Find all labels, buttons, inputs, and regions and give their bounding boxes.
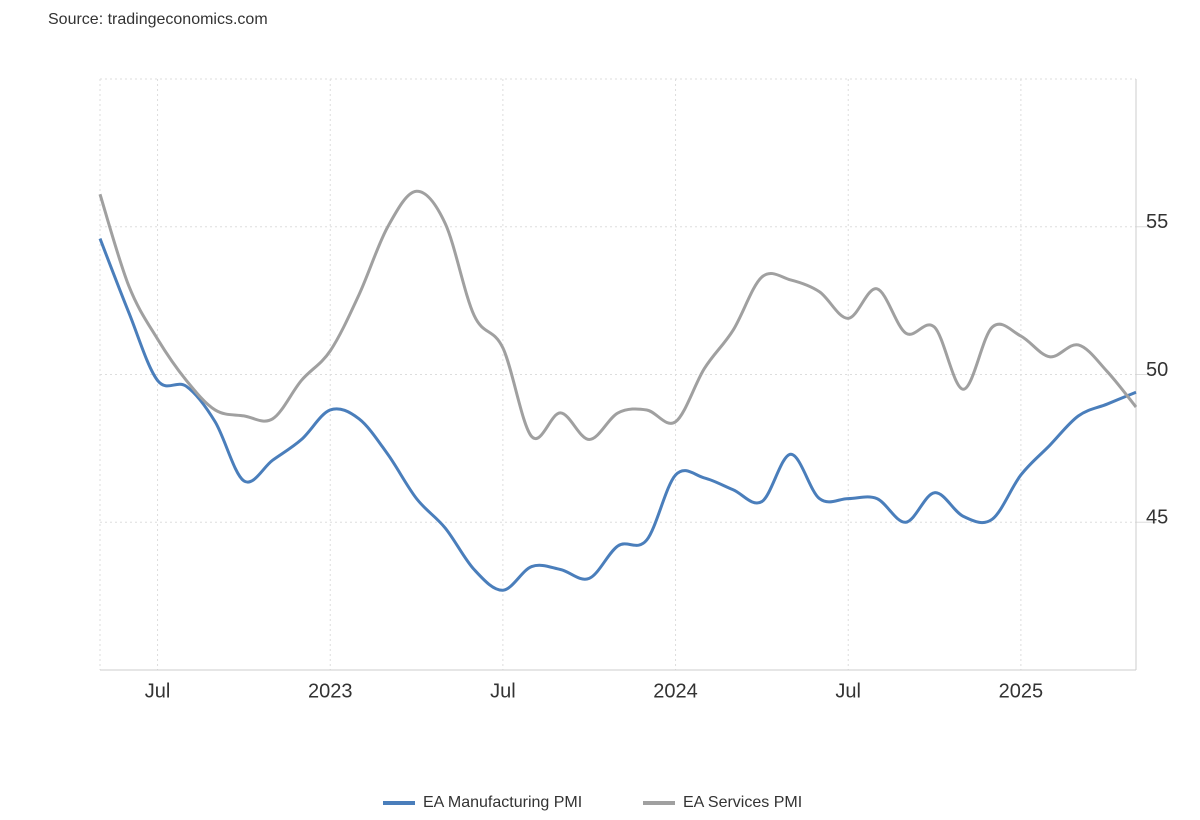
series-line: [98, 238, 1137, 592]
x-tick-label: 2024: [653, 680, 698, 702]
y-tick-label: 55: [1146, 211, 1168, 233]
source: Source: tradingeconomics.com: [48, 11, 268, 28]
legend-label: EA Services PMI: [683, 794, 802, 811]
x-tick-label: Jul: [835, 680, 861, 702]
y-tick-label: 45: [1146, 507, 1168, 529]
x-tick-label: Jul: [490, 680, 516, 702]
x-tick-label: 2025: [999, 680, 1044, 702]
y-tick-label: 50: [1146, 359, 1168, 381]
x-tick-label: 2023: [308, 680, 353, 702]
series-line: [98, 189, 1138, 442]
x-tick-label: Jul: [145, 680, 171, 702]
legend-label: EA Manufacturing PMI: [423, 794, 582, 811]
